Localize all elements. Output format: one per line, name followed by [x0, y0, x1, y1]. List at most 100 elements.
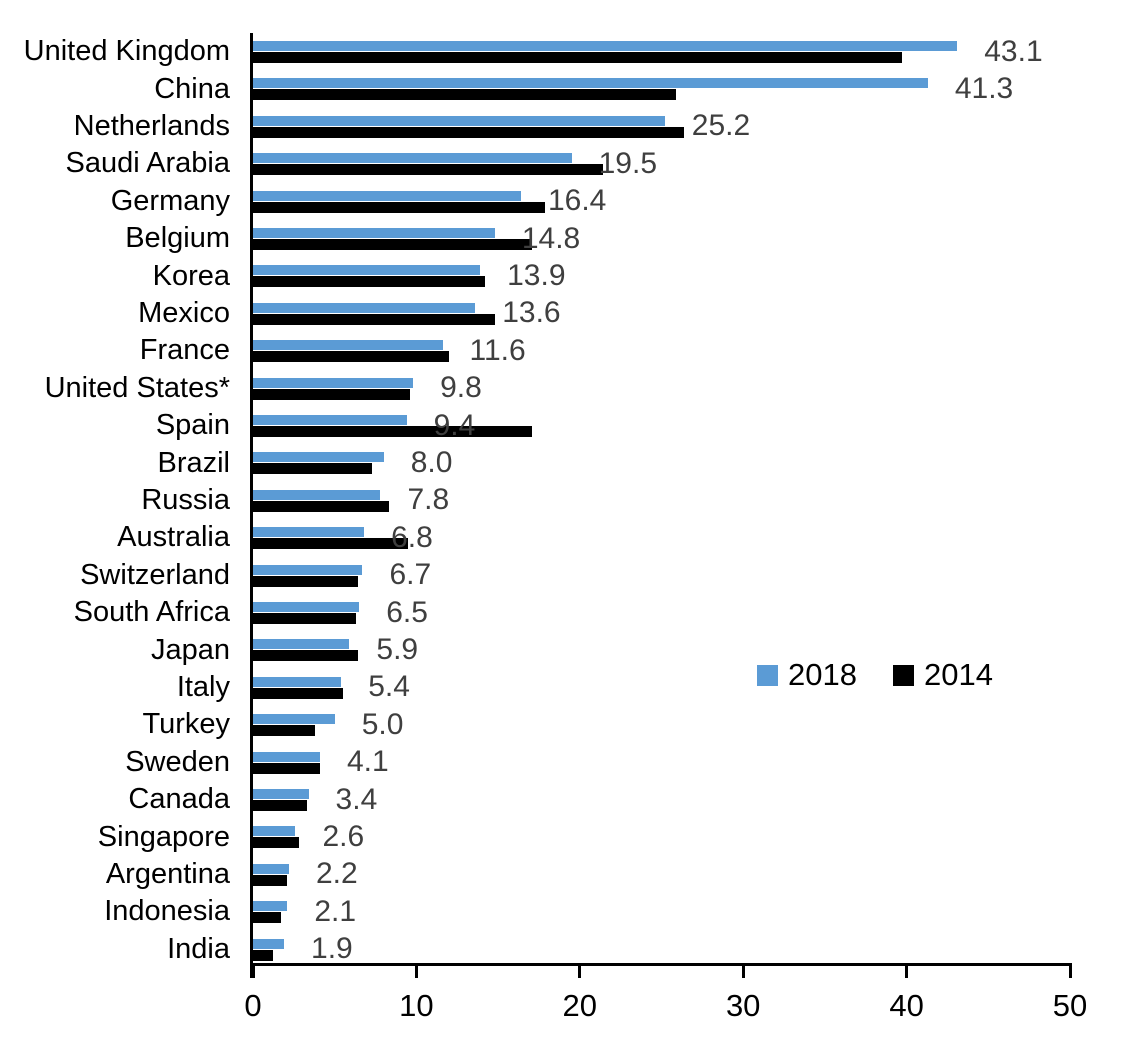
bar-2018: [253, 302, 476, 313]
value-label: 13.9: [507, 259, 566, 293]
value-label: 43.1: [984, 34, 1043, 68]
bar-2018: [253, 340, 443, 351]
x-tick-mark: [251, 963, 255, 978]
chart-row: Indonesia 2.1: [0, 893, 1123, 930]
category-label: Netherlands: [73, 109, 230, 142]
chart-row: Belgium 14.8: [0, 220, 1123, 257]
chart-row: Spain 9.4: [0, 407, 1123, 444]
bar-2014: [253, 313, 495, 325]
value-label: 2.6: [322, 820, 365, 854]
chart-row: United States* 9.8: [0, 370, 1123, 407]
bar-2018: [253, 676, 342, 687]
bar-2014: [253, 949, 273, 961]
bar-2014: [253, 351, 450, 363]
bar-2018: [253, 751, 320, 762]
bar-2014: [253, 837, 299, 849]
x-tick-label: 50: [1052, 988, 1088, 1023]
x-tick-mark: [1068, 963, 1072, 978]
bar-2018: [253, 564, 363, 575]
y-axis-line: [250, 33, 253, 978]
value-label: 4.1: [346, 745, 389, 779]
bar-2018: [253, 789, 309, 799]
value-label: 13.6: [502, 296, 561, 330]
category-label: Mexico: [138, 296, 230, 329]
value-label: 3.4: [335, 782, 378, 816]
category-label: Italy: [176, 670, 230, 703]
bar-2014: [253, 500, 389, 512]
category-label: France: [139, 334, 230, 367]
bar-2014: [253, 201, 546, 213]
bar-2018: [253, 639, 350, 650]
category-label: Switzerland: [80, 558, 230, 591]
bar-2014: [253, 164, 603, 176]
value-label: 14.8: [521, 221, 581, 255]
legend-swatch-2018: [757, 664, 778, 686]
bar-2018: [253, 938, 285, 949]
category-label: Spain: [155, 409, 230, 442]
value-label: 25.2: [691, 109, 751, 143]
value-label: 9.4: [433, 408, 476, 442]
legend: 2018 2014: [757, 657, 993, 692]
value-label: 5.4: [368, 670, 410, 704]
legend-label-2018: 2018: [788, 657, 857, 692]
chart-row: Saudi Arabia 19.5: [0, 145, 1123, 182]
bar-2018: [253, 602, 360, 612]
bar-2018: [253, 714, 335, 725]
value-label: 2.2: [315, 857, 358, 891]
chart-row: China 41.3: [0, 70, 1123, 107]
bar-2014: [253, 800, 307, 811]
x-tick-mark: [905, 963, 909, 978]
chart-row: Korea 13.9: [0, 257, 1123, 294]
bar-2014: [253, 52, 902, 63]
bar-2014: [253, 276, 486, 288]
bar-2014: [253, 538, 409, 550]
chart-row: United Kingdom 43.1: [0, 33, 1123, 70]
category-label: Germany: [110, 184, 230, 217]
x-tick-mark: [414, 963, 418, 978]
value-label: 16.4: [547, 184, 607, 218]
bar-2014: [253, 239, 533, 250]
value-label: 5.9: [376, 633, 419, 667]
chart-row: Netherlands 25.2: [0, 108, 1123, 145]
x-tick-label: 20: [562, 988, 598, 1023]
legend-label-2014: 2014: [923, 657, 993, 692]
value-label: 6.8: [391, 520, 433, 554]
bar-2018: [253, 41, 958, 51]
x-tick-mark: [578, 963, 582, 978]
bar-2018: [253, 265, 481, 276]
x-tick-label: 30: [725, 988, 761, 1023]
value-label: 9.8: [440, 371, 482, 405]
category-label: Belgium: [125, 222, 230, 255]
chart-row: Italy 5.4: [0, 669, 1123, 706]
chart-row: Argentina 2.2: [0, 856, 1123, 893]
chart-row: Australia 6.8: [0, 519, 1123, 556]
category-label: China: [154, 72, 230, 105]
bar-2018: [253, 190, 521, 201]
bar-2014: [253, 388, 410, 400]
chart-row: Russia 7.8: [0, 482, 1123, 519]
category-label: Singapore: [97, 820, 230, 853]
bar-2014: [253, 687, 343, 699]
value-label: 11.6: [469, 333, 526, 367]
bar-2014: [253, 575, 358, 587]
bar-2018: [253, 489, 381, 500]
chart-row: France 11.6: [0, 332, 1123, 369]
category-label: United States*: [44, 371, 230, 404]
plot-area: United Kingdom 43.1 China 41.3 Netherlands 25…: [0, 33, 1123, 968]
chart-row: Sweden 4.1: [0, 744, 1123, 781]
bar-2014: [253, 89, 677, 101]
x-tick-label: 40: [889, 988, 924, 1023]
x-axis-line: [250, 963, 1072, 966]
bar-2014: [253, 613, 356, 624]
chart-row: Brazil 8.0: [0, 444, 1123, 481]
bar-2018: [253, 415, 407, 425]
chart-row: Japan 5.9: [0, 631, 1123, 668]
value-label: 6.7: [389, 558, 432, 592]
bar-2018: [253, 153, 572, 164]
bar-2018: [253, 863, 289, 874]
chart-row: Germany 16.4: [0, 183, 1123, 220]
category-label: Japan: [150, 633, 230, 666]
bar-2014: [253, 126, 685, 138]
bar-2018: [253, 826, 296, 837]
